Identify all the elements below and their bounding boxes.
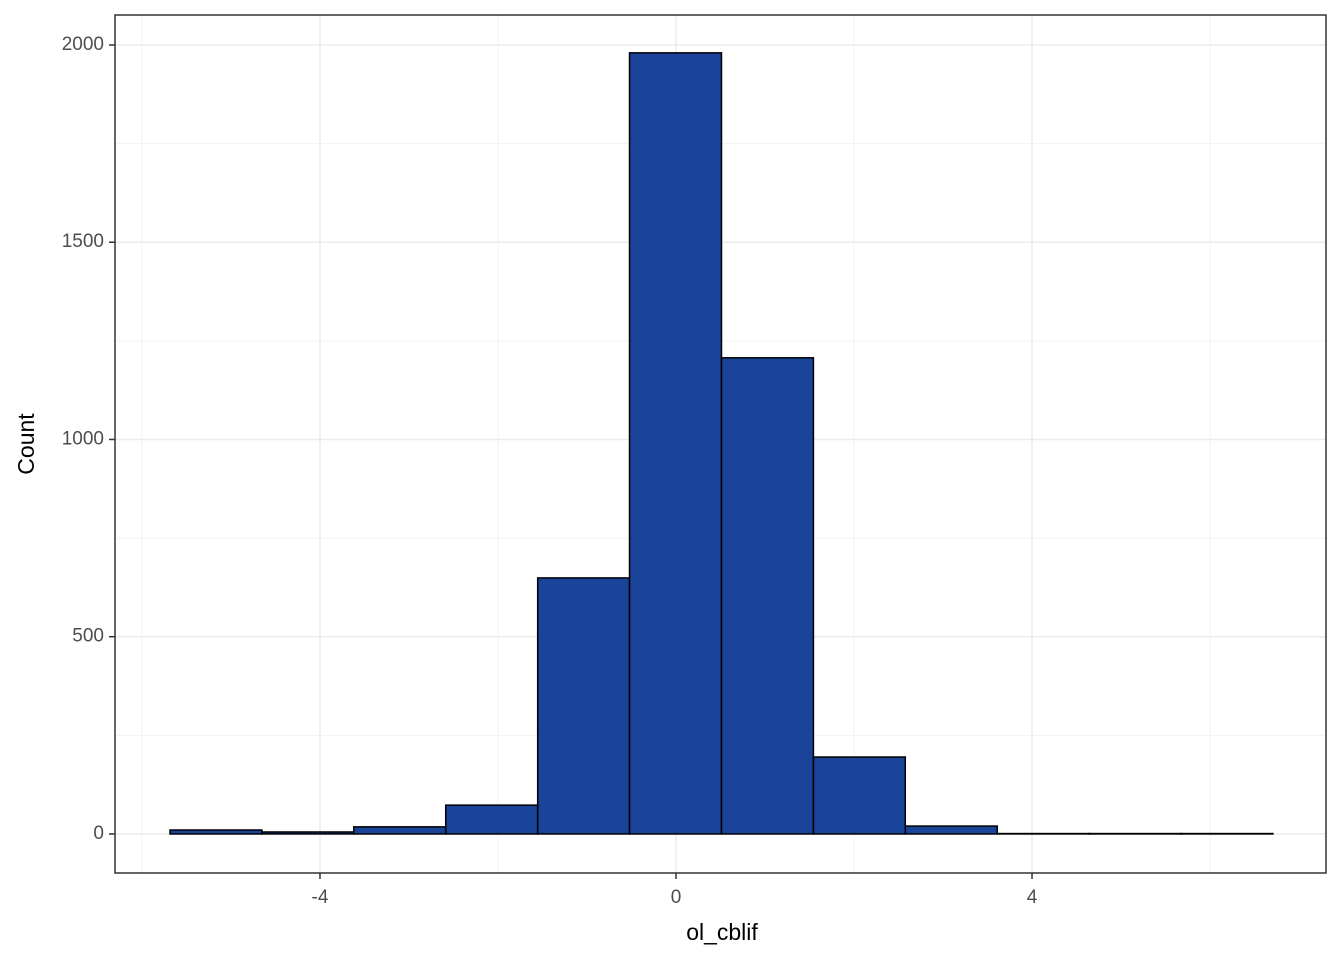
y-tick-label: 2000 [62, 34, 104, 55]
y-tick-label: 0 [93, 823, 104, 844]
y-tick-label: 1500 [62, 231, 104, 252]
plot-border [114, 14, 1327, 874]
bar [353, 826, 447, 835]
bar [444, 804, 539, 835]
bar [812, 756, 907, 835]
x-tick-label: -4 [312, 887, 329, 908]
y-tick-label: 1000 [62, 428, 104, 449]
x-axis-label: ol_cblif [686, 919, 758, 945]
y-axis-label: Count [13, 413, 39, 475]
bar [536, 577, 631, 835]
bar [720, 357, 815, 835]
x-tick-label: 4 [1027, 887, 1038, 908]
bar [904, 825, 998, 835]
bar [169, 829, 263, 835]
bar [261, 831, 355, 835]
bar [628, 52, 723, 835]
y-tick-label: 500 [72, 626, 104, 647]
x-tick-label: 0 [671, 887, 682, 908]
